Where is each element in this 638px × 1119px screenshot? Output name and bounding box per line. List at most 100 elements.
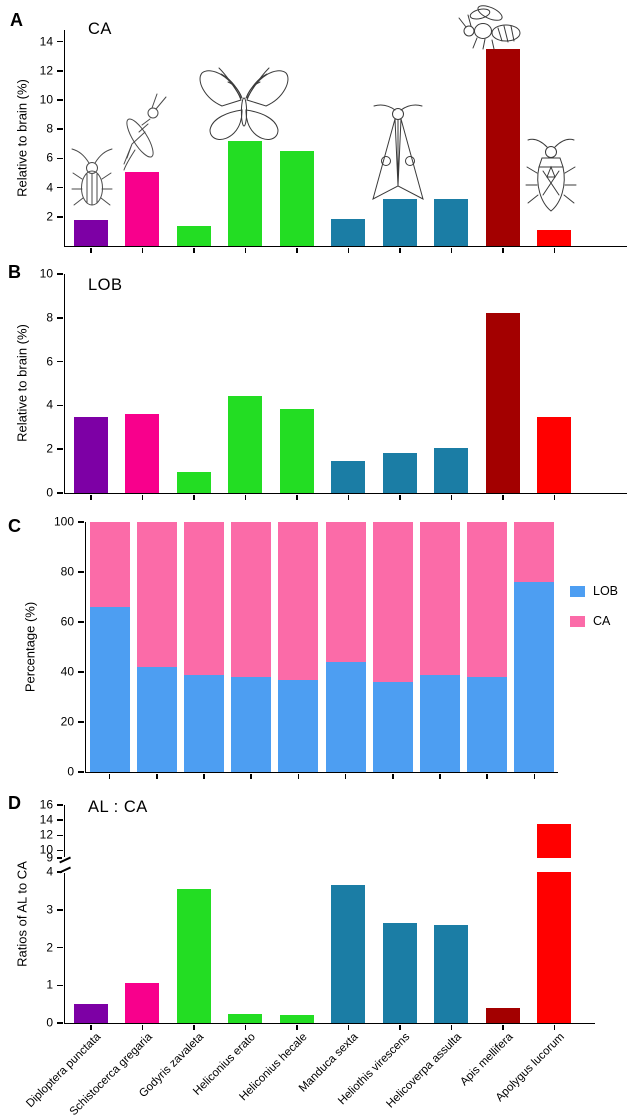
x-axis-tick — [502, 495, 504, 500]
y-tick-label: 16 — [39, 797, 53, 812]
y-tick-label: 12 — [39, 63, 53, 78]
x-axis-tick — [244, 495, 246, 500]
stack-lob-schistocerca-gregaria — [136, 667, 177, 772]
y-axis-tick — [57, 70, 63, 72]
bar-lob-heliconius-erato — [228, 395, 263, 493]
moth-icon — [372, 104, 424, 200]
bar-ratio-manduca-sexta — [331, 885, 366, 1023]
bar-ratio-diploptera-punctata — [73, 1004, 108, 1023]
y-axis-tick — [57, 216, 63, 218]
stack-ca-schistocerca-gregaria — [136, 522, 177, 667]
y-axis-tick — [78, 621, 84, 623]
panel-label-d: D — [8, 793, 21, 813]
bar-lob-godyris-zavaleta — [176, 472, 211, 493]
y-tick-label: 60 — [60, 614, 74, 629]
y-axis-tick — [57, 849, 63, 852]
bar-ca-apolygus-lucorum — [537, 229, 572, 246]
y-tick-label: 100 — [53, 514, 74, 529]
butterfly-icon — [199, 67, 289, 140]
bar-ratio-heliconius-erato — [228, 1013, 263, 1023]
y-tick-label: 14 — [39, 812, 53, 827]
legend-swatch-lob — [570, 585, 585, 597]
bar-ratio-apis-mellifera — [485, 1007, 520, 1023]
plot-a: 2 4 6 8 10 12 14 — [40, 30, 627, 253]
x-axis-tick — [533, 774, 536, 779]
bar-ratio-schistocerca-gregaria — [125, 983, 160, 1023]
y-axis-tick — [57, 273, 63, 275]
stack-ca-manduca-sexta — [325, 522, 366, 662]
x-axis-tick — [141, 1025, 143, 1030]
bar-ratio-heliothis-virescens — [382, 922, 417, 1023]
y-tick-label: 80 — [60, 564, 74, 579]
panel-label-c: C — [8, 516, 21, 536]
x-axis-tick — [553, 1025, 555, 1030]
x-axis-tick — [347, 495, 349, 500]
bug-icon — [525, 138, 577, 212]
stack-ca-apis-mellifera — [467, 522, 508, 677]
y-axis-tick — [57, 448, 63, 450]
panel-b-ylabel: Relative to brain (%) — [14, 324, 30, 442]
y-axis-tick — [57, 186, 63, 189]
y-tick-label: 14 — [39, 34, 53, 49]
y-tick-label: 4 — [46, 398, 53, 413]
x-axis-tick — [90, 1025, 92, 1030]
x-axis-tick — [244, 248, 246, 253]
stack-ca-godyris-zavaleta — [183, 522, 225, 675]
stack-ca-heliothis-virescens — [372, 522, 413, 682]
panel-d-title: AL : CA — [88, 798, 148, 816]
x-axis-tick — [90, 495, 92, 500]
x-axis-tick — [553, 495, 555, 500]
plot-c: 0 20 40 60 80 100 — [54, 515, 558, 779]
y-axis-tick — [57, 834, 63, 837]
stack-ca-diploptera-punctata — [89, 522, 130, 607]
stack-lob-heliconius-erato — [231, 677, 272, 772]
stack-lob-heliothis-virescens — [372, 682, 413, 772]
stack-ca-helicoverpa-assulta — [419, 522, 461, 675]
y-axis-tick — [57, 317, 63, 319]
bar-ca-heliconius-hecale — [279, 151, 314, 246]
panel-b: B LOB Relative to brain (%) 0 2 4 6 8 10 — [0, 262, 638, 508]
x-axis-tick — [450, 1025, 452, 1030]
y-axis-tick — [57, 157, 63, 160]
y-tick-label: 6 — [46, 354, 53, 369]
bar-ca-apis-mellifera — [485, 48, 520, 246]
y-axis-tick — [78, 721, 84, 723]
y-axis-tick — [78, 571, 84, 573]
axis-break-gap — [62, 857, 67, 873]
x-axis-tick — [141, 495, 143, 500]
x-axis-tick — [502, 1025, 504, 1030]
x-axis-tick — [203, 774, 205, 779]
y-axis-tick — [57, 404, 63, 407]
y-tick-label: 8 — [46, 310, 53, 325]
stack-lob-manduca-sexta — [325, 662, 366, 772]
y-tick-label: 4 — [46, 180, 53, 195]
y-tick-label: 20 — [60, 714, 74, 729]
locust-icon — [123, 93, 167, 171]
bar-ratio-heliconius-hecale — [279, 1014, 314, 1023]
panel-a-title: CA — [88, 20, 112, 38]
x-axis-tick — [90, 248, 92, 253]
x-tick-label-apis-mellifera: Apis mellifera — [457, 1031, 516, 1089]
y-tick-label: 2 — [46, 441, 53, 456]
y-tick-label: 10 — [39, 92, 53, 107]
plot-b: 0 2 4 6 8 10 — [40, 267, 627, 500]
x-axis-tick — [296, 248, 298, 253]
y-axis-tick — [57, 946, 63, 949]
x-axis-tick — [344, 774, 347, 779]
stack-lob-heliconius-hecale — [278, 679, 319, 772]
y-axis-tick — [57, 857, 63, 859]
bar-ca-heliconius-erato — [228, 140, 263, 246]
x-axis-tick — [450, 248, 452, 253]
stack-ca-heliconius-hecale — [278, 522, 319, 680]
bar-lob-apolygus-lucorum — [537, 417, 572, 493]
legend-label-lob: LOB — [593, 584, 619, 598]
x-axis-tick — [244, 1025, 246, 1030]
x-axis-tick — [250, 774, 252, 779]
x-axis-tick — [392, 774, 394, 779]
legend-label-ca: CA — [593, 614, 611, 628]
y-axis-tick — [78, 671, 84, 673]
y-axis-tick — [57, 492, 63, 494]
x-axis-tick — [502, 248, 504, 253]
x-axis-tick — [108, 774, 111, 779]
bar-ratio-apolygus-lucorum-lower — [537, 872, 572, 1023]
